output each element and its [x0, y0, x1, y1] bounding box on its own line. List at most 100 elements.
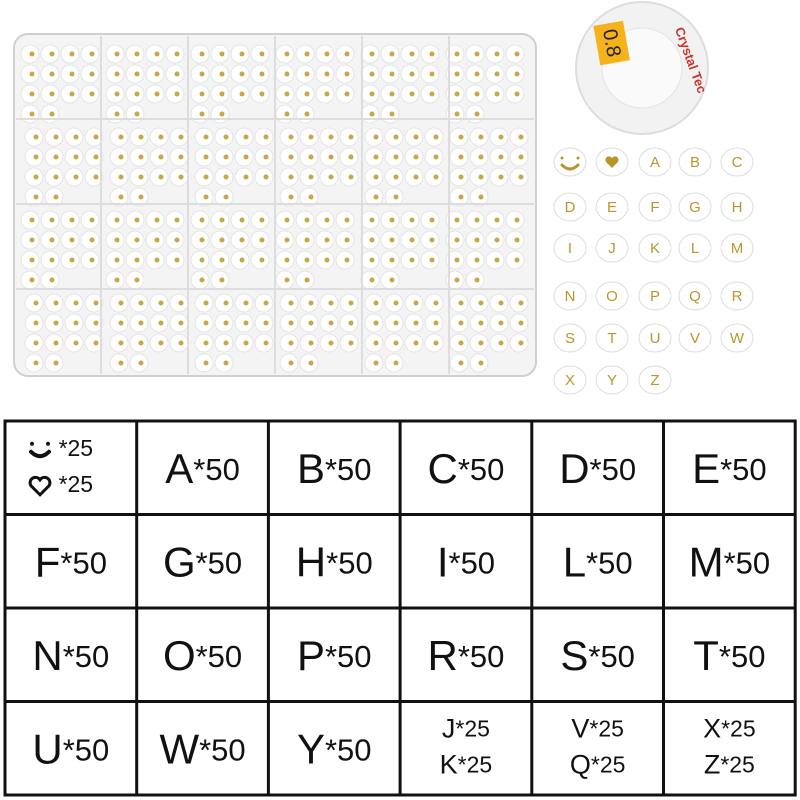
bead-print — [494, 71, 500, 77]
bead-print — [304, 111, 310, 117]
cell-letter: X — [703, 713, 721, 743]
bead-print — [223, 320, 229, 326]
bead-print — [118, 360, 124, 366]
bead-print — [73, 300, 79, 306]
heart-icon — [605, 156, 619, 168]
bead-print — [413, 300, 419, 306]
cell-text: G*50 — [163, 538, 242, 585]
cell-count: *50 — [458, 452, 505, 487]
bead-letter: A — [650, 154, 660, 171]
bead-print — [518, 340, 524, 346]
bead-print — [203, 154, 209, 160]
bead-print — [308, 194, 314, 200]
bead-print — [458, 360, 464, 366]
bead-print — [154, 237, 160, 243]
bead-print — [53, 340, 59, 346]
cell-text: I*50 — [437, 538, 495, 585]
bead-print — [393, 154, 399, 160]
bead-print — [53, 300, 59, 306]
cell-letter: S — [560, 632, 588, 679]
bead-print — [308, 174, 314, 180]
cell-letter: N — [32, 632, 62, 679]
bead-print — [288, 174, 294, 180]
bead-print — [263, 134, 269, 140]
bead-print — [118, 300, 124, 306]
bead-print — [454, 91, 460, 97]
bead-print — [393, 134, 399, 140]
bead-print — [219, 71, 225, 77]
bead-print — [393, 300, 399, 306]
bead-print — [494, 257, 500, 263]
bead-print — [369, 217, 375, 223]
heart-icon — [28, 475, 52, 497]
cell-count: *50 — [63, 639, 110, 674]
cell-letter: J — [442, 713, 456, 743]
bead-print — [53, 154, 59, 160]
bead-print — [454, 111, 460, 117]
bead-print — [93, 134, 99, 140]
bead-print — [29, 237, 35, 243]
bead-print — [239, 91, 245, 97]
bead-print — [413, 134, 419, 140]
bead — [553, 281, 587, 311]
bead-print — [259, 257, 265, 263]
cell-text: K*25 — [440, 749, 493, 779]
bead-print — [518, 154, 524, 160]
bead-print — [324, 217, 330, 223]
bead-print — [413, 340, 419, 346]
bead-print — [49, 51, 55, 57]
bead-print — [324, 237, 330, 243]
cell-letter: M — [689, 538, 724, 585]
bead-print — [134, 71, 140, 77]
bead-print — [409, 91, 415, 97]
bead-print — [199, 217, 205, 223]
bead-print — [344, 91, 350, 97]
bead-print — [243, 340, 249, 346]
bead-print — [498, 174, 504, 180]
bead-print — [118, 340, 124, 346]
bead-print — [324, 91, 330, 97]
cell-letter: O — [163, 632, 196, 679]
bead — [595, 281, 629, 311]
cell-letter: P — [297, 632, 325, 679]
bead-print — [199, 111, 205, 117]
bead-print — [344, 71, 350, 77]
cell-letter: L — [563, 538, 586, 585]
bead-print — [174, 91, 180, 97]
bead-print — [89, 257, 95, 263]
bead-print — [73, 134, 79, 140]
bead-print — [53, 320, 59, 326]
box-beads — [16, 36, 534, 374]
bead-print — [89, 71, 95, 77]
cell-letter: Q — [570, 749, 591, 779]
bead-print — [263, 320, 269, 326]
bead-print — [243, 320, 249, 326]
bead-print — [89, 217, 95, 223]
bead-print — [454, 71, 460, 77]
cell-count: *50 — [63, 732, 110, 767]
cell-text: A*50 — [165, 445, 240, 492]
bead — [638, 323, 672, 353]
bead-print — [344, 217, 350, 223]
bead-print — [138, 320, 144, 326]
bead-print — [369, 277, 375, 283]
bead-print — [178, 154, 184, 160]
bead-print — [154, 257, 160, 263]
bead-print — [474, 257, 480, 263]
bead-print — [324, 51, 330, 57]
bead — [595, 233, 629, 263]
bead-print — [389, 111, 395, 117]
bead-letter: R — [732, 288, 743, 305]
bead-print — [324, 257, 330, 263]
cell-letter: G — [163, 538, 196, 585]
cell-text: D*50 — [559, 445, 636, 492]
bead-print — [454, 51, 460, 57]
bead-print — [33, 154, 39, 160]
bead-print — [259, 217, 265, 223]
cell-letter: R — [428, 632, 458, 679]
cell-letter: D — [559, 445, 589, 492]
bead-print — [174, 71, 180, 77]
cell-count: *50 — [199, 732, 246, 767]
bead-print — [93, 154, 99, 160]
